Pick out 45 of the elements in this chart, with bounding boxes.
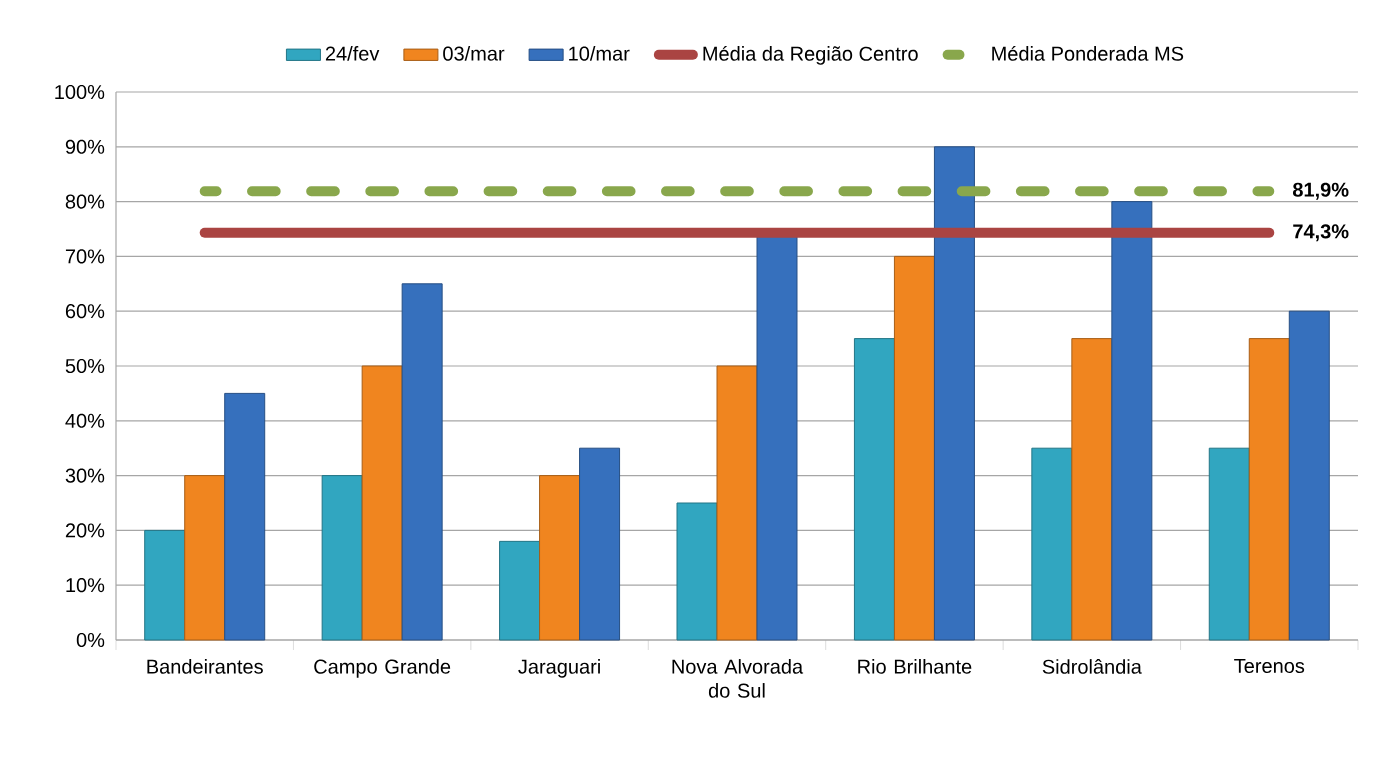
y-tick-label: 80% (65, 194, 105, 209)
y-tick-label: 0% (76, 632, 105, 648)
y-tick-label: 70% (65, 249, 105, 264)
bar (1248, 338, 1290, 641)
legend-label: 10/mar (569, 46, 630, 61)
legend-label: 03/mar (443, 46, 505, 61)
y-tick-label: 40% (65, 413, 105, 428)
x-tick-label: Rio Brilhante (858, 659, 972, 674)
x-tick-label: Nova Alvorada do Sul (672, 659, 804, 698)
bar (1031, 447, 1073, 641)
data-label: 74,3% (1293, 224, 1349, 242)
bar (676, 502, 718, 641)
bar (539, 475, 581, 641)
bar (716, 365, 758, 641)
bar (1288, 310, 1330, 641)
x-tick-label: Sidrolândia (1042, 659, 1142, 674)
x-tick-label: Terenos (1234, 659, 1305, 674)
legend-label: 24/fev (325, 46, 380, 61)
bar (361, 365, 403, 641)
y-tick-label: 30% (65, 468, 105, 483)
bar (184, 475, 226, 641)
x-tick-label: Jaraguari (518, 659, 600, 678)
y-tick-label: 90% (65, 139, 105, 154)
data-label: 81,9% (1292, 182, 1349, 200)
bar (933, 146, 975, 641)
y-tick-label: 50% (65, 358, 105, 374)
bar (499, 540, 541, 641)
bar (1208, 447, 1250, 641)
x-tick-label: Campo Grande (314, 659, 451, 678)
y-tick-label: 10% (66, 578, 105, 593)
bar (853, 338, 895, 641)
legend-label: Média Ponderada MS (992, 45, 1184, 61)
legend-label: Média da Região Centro (703, 45, 918, 65)
y-tick-label: 20% (65, 523, 105, 538)
y-tick-label: 100% (55, 84, 105, 100)
bar (321, 475, 363, 641)
bar (144, 529, 186, 641)
y-tick-label: 60% (65, 304, 105, 319)
bar (579, 447, 621, 641)
bar (224, 392, 266, 641)
bar (1071, 338, 1113, 641)
bar (1111, 201, 1153, 641)
bar (401, 283, 443, 641)
x-tick-label: Bandeirantes (147, 659, 263, 674)
bar (893, 255, 935, 641)
